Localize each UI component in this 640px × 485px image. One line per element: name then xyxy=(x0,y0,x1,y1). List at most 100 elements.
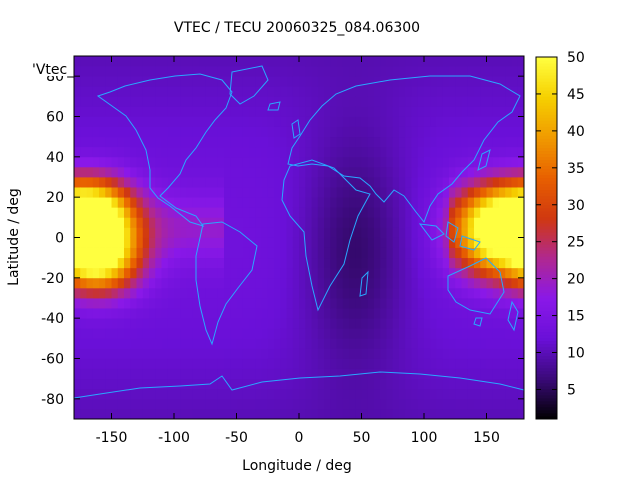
heat-cell xyxy=(249,408,256,420)
heat-cell xyxy=(80,96,87,107)
heat-cell xyxy=(149,267,156,279)
australia-coastline xyxy=(447,257,505,315)
heat-cell xyxy=(324,237,331,248)
heat-cell xyxy=(336,86,344,97)
heat-cell xyxy=(86,76,94,87)
heat-cell xyxy=(299,348,306,359)
heat-cell xyxy=(317,408,325,420)
heat-cell xyxy=(386,86,394,97)
heat-cell xyxy=(305,287,312,299)
heat-cell xyxy=(230,338,237,349)
heat-cell xyxy=(367,328,375,339)
heat-cell xyxy=(186,136,194,148)
heat-cell xyxy=(411,257,419,269)
heat-cell xyxy=(161,86,169,97)
y-tick-label: 20 xyxy=(46,190,64,206)
heat-cell xyxy=(217,308,225,319)
heat-cell xyxy=(449,368,456,380)
heat-cell xyxy=(449,187,456,198)
heat-cell xyxy=(199,146,206,158)
heat-cell xyxy=(86,358,94,369)
heat-cell xyxy=(305,388,312,400)
heat-cell xyxy=(411,277,419,289)
heat-cell xyxy=(99,328,106,339)
heat-cell xyxy=(461,257,469,269)
heat-cell xyxy=(192,348,200,359)
heat-cell xyxy=(217,227,225,238)
heat-cell xyxy=(486,156,494,168)
heat-cell xyxy=(492,298,500,309)
heat-cell xyxy=(449,217,456,228)
colorbar-segment xyxy=(536,259,557,263)
heat-cell xyxy=(124,126,131,138)
heat-cell xyxy=(442,257,450,269)
colorbar-segment xyxy=(536,271,557,275)
heat-cell xyxy=(367,156,375,168)
heat-cell xyxy=(86,237,94,248)
heat-cell xyxy=(355,257,362,269)
heat-cell xyxy=(274,398,281,410)
heat-cell xyxy=(467,136,475,148)
heat-cell xyxy=(99,287,106,299)
heat-cell xyxy=(411,66,419,77)
heat-cell xyxy=(292,177,300,188)
heat-cell xyxy=(267,247,275,259)
heat-cell xyxy=(292,156,300,168)
heat-cell xyxy=(192,368,200,380)
colorbar-segment xyxy=(536,268,557,272)
colorbar-segment xyxy=(536,69,557,73)
heat-cell xyxy=(361,126,369,138)
heat-cell xyxy=(292,197,300,208)
heat-cell xyxy=(199,136,206,148)
heat-cell xyxy=(292,126,300,138)
heat-cell xyxy=(224,56,231,67)
heat-cell xyxy=(280,388,287,400)
heat-cell xyxy=(124,358,131,369)
heat-cell xyxy=(161,247,169,259)
heat-cell xyxy=(517,247,525,259)
heat-cell xyxy=(149,398,156,410)
heat-cell xyxy=(367,247,375,259)
heat-cell xyxy=(305,368,312,380)
heat-cell xyxy=(517,156,525,168)
heat-cell xyxy=(386,298,394,309)
heat-cell xyxy=(492,177,500,188)
heat-cell xyxy=(180,247,187,259)
heat-cell xyxy=(367,308,375,319)
heat-cell xyxy=(499,308,506,319)
heat-cell xyxy=(442,166,450,178)
heat-cell xyxy=(317,338,325,349)
heat-cell xyxy=(336,227,344,238)
heat-cell xyxy=(142,116,150,127)
heat-cell xyxy=(167,358,175,369)
heat-cell xyxy=(261,368,269,380)
heat-cell xyxy=(255,408,262,420)
heat-cell xyxy=(399,308,406,319)
heat-cell xyxy=(330,267,337,279)
heat-cell xyxy=(336,207,344,218)
heat-cell xyxy=(399,76,406,87)
heat-cell xyxy=(392,227,400,238)
heat-cell xyxy=(330,86,337,97)
heat-cell xyxy=(305,328,312,339)
heat-cell xyxy=(205,328,212,339)
heat-cell xyxy=(299,368,306,380)
heat-cell xyxy=(211,177,219,188)
heat-cell xyxy=(274,408,281,420)
heat-cell xyxy=(305,318,312,329)
heat-cell xyxy=(461,187,469,198)
heat-cell xyxy=(249,106,256,117)
heat-cell xyxy=(186,237,194,248)
heat-cell xyxy=(142,338,150,349)
heat-cell xyxy=(411,187,419,198)
heat-cell xyxy=(342,197,350,208)
heat-cell xyxy=(442,388,450,400)
heat-cell xyxy=(405,378,412,390)
heat-cell xyxy=(142,187,150,198)
heat-cell xyxy=(280,348,287,359)
heat-cell xyxy=(461,76,469,87)
heat-cell xyxy=(467,146,475,158)
heat-cell xyxy=(267,177,275,188)
heat-cell xyxy=(230,106,237,117)
heat-cell xyxy=(374,378,381,390)
